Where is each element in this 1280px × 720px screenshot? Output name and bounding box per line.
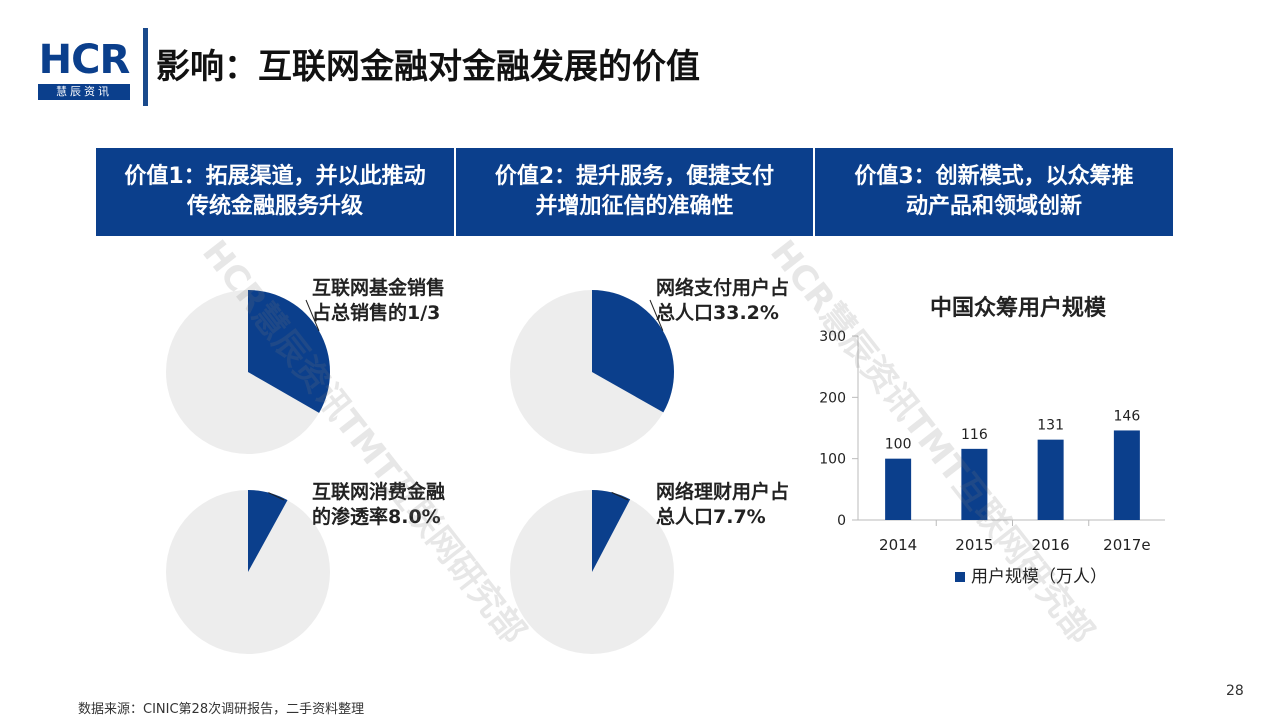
pie-online-wealth-leader-line [611,491,629,501]
value-2-line2: 并增加征信的准确性 [535,194,734,219]
pie-online-payment-leader-line [649,299,664,331]
value-2-line1: 价值2：提升服务，便捷支付 [494,164,775,189]
page-title: 影响：互联网金融对金融发展的价值 [156,47,700,87]
x-tick-label: 2014 [879,536,917,554]
value-3-line1: 价值3：创新模式，以众筹推 [854,164,1134,189]
pie-label-fund-sales-line2: 占总销售的1/3 [312,302,441,324]
y-tick-label: 100 [819,452,846,468]
logo-subtext: 慧辰资讯 [38,84,130,100]
bar-value-label: 116 [961,427,988,443]
pie-label-online-payment-line1: 网络支付用户占 [656,277,790,299]
logo: HCR 慧辰资讯 [34,38,134,100]
bar-2016 [1037,439,1064,520]
pie-online-payment-highlight-slice [592,290,674,413]
value-3-line2: 动产品和领域创新 [905,194,1082,219]
y-tick-label: 300 [819,329,846,345]
pie-consumer-finance-highlight-slice [248,490,288,572]
x-tick-label: 2016 [1032,536,1070,554]
value-box-2: 价值2：提升服务，便捷支付 并增加征信的准确性 [456,148,813,236]
title-divider [143,28,148,106]
pie-label-fund-sales: 互联网基金销售 占总销售的1/3 [312,276,445,326]
bar-value-label: 131 [1037,418,1064,434]
x-tick-label: 2015 [955,536,993,554]
pie-fund-sales-highlight-slice [248,290,330,413]
legend-swatch [955,572,965,582]
pie-consumer-finance-leader-line [268,492,285,501]
pie-label-online-wealth: 网络理财用户占 总人口7.7% [656,480,789,530]
value-box-3: 价值3：创新模式，以众筹推 动产品和领域创新 [815,148,1173,236]
bar-2015 [961,448,988,520]
bar-chart-title: 中国众筹用户规模 [930,296,1107,321]
value-1-line2: 传统金融服务升级 [186,194,363,219]
bar-2014 [885,458,912,520]
y-tick-label: 200 [819,390,846,406]
pie-label-fund-sales-line1: 互联网基金销售 [312,277,446,299]
bar-chart: 0 100 200 300 100 2014 116 2015 131 2016 146 2017e [819,329,1165,554]
data-source-note: 数据来源：CINIC第28次调研报告，二手资料整理 [78,702,365,717]
x-tick-label: 2017e [1103,536,1150,554]
bar-2017e [1113,430,1140,520]
pie-label-online-wealth-line2: 总人口7.7% [656,506,766,528]
logo-text: HCR [38,37,131,83]
y-tick-label: 0 [837,513,846,529]
pie-label-online-payment: 网络支付用户占 总人口33.2% [656,276,789,326]
legend-label: 用户规模（万人） [971,567,1107,587]
pie-label-online-wealth-line1: 网络理财用户占 [656,481,790,503]
bar-chart-legend: 用户规模（万人） [955,562,1107,587]
pie-charts [166,290,674,654]
pie-leader-lines [268,299,664,501]
pie-fund-sales-leader-line [305,299,320,332]
page-number: 28 [1226,683,1244,699]
bar-value-label: 146 [1114,408,1141,424]
pie-label-consumer-finance-line2: 的渗透率8.0% [312,506,441,528]
pie-online-wealth-highlight-slice [592,490,631,572]
value-1-line1: 价值1：拓展渠道，并以此推动 [124,164,426,189]
value-box-1: 价值1：拓展渠道，并以此推动 传统金融服务升级 [96,148,454,236]
bar-value-label: 100 [885,437,912,453]
pie-label-online-payment-line2: 总人口33.2% [656,302,779,324]
pie-label-consumer-finance: 互联网消费金融 的渗透率8.0% [312,480,445,530]
pie-label-consumer-finance-line1: 互联网消费金融 [312,481,446,503]
